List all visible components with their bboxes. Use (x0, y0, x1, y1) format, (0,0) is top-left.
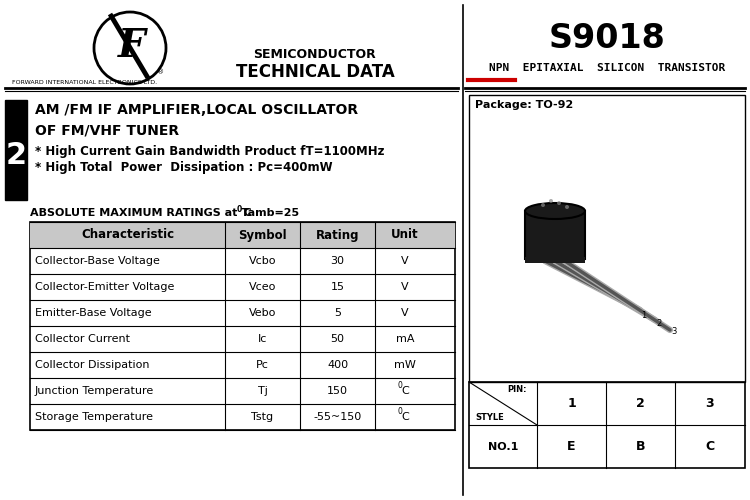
Text: 2: 2 (656, 320, 662, 328)
Text: V: V (401, 256, 409, 266)
Text: SEMICONDUCTOR: SEMICONDUCTOR (254, 48, 376, 62)
Circle shape (541, 203, 545, 207)
Text: Tstg: Tstg (251, 412, 274, 422)
Text: Collector-Base Voltage: Collector-Base Voltage (35, 256, 160, 266)
Text: 5: 5 (334, 308, 341, 318)
Circle shape (549, 199, 553, 203)
Text: 0: 0 (237, 204, 242, 214)
Text: 30: 30 (331, 256, 344, 266)
Text: Vcbo: Vcbo (249, 256, 276, 266)
Text: Collector Dissipation: Collector Dissipation (35, 360, 149, 370)
Text: ABSOLUTE MAXIMUM RATINGS at Tamb=25: ABSOLUTE MAXIMUM RATINGS at Tamb=25 (30, 208, 299, 218)
Text: S9018: S9018 (548, 22, 665, 54)
Text: Tj: Tj (257, 386, 268, 396)
Text: PIN:: PIN: (508, 386, 527, 394)
Text: TECHNICAL DATA: TECHNICAL DATA (236, 63, 394, 81)
Bar (525, 257, 585, 263)
Text: 1: 1 (567, 397, 576, 410)
Text: Symbol: Symbol (238, 228, 286, 241)
Bar (30, 222, 455, 248)
Text: C: C (706, 440, 715, 453)
Text: Emitter-Base Voltage: Emitter-Base Voltage (35, 308, 152, 318)
Text: 3: 3 (671, 328, 676, 336)
Text: C: C (401, 412, 409, 422)
Text: C: C (401, 386, 409, 396)
Bar (30, 222, 455, 430)
Text: 0: 0 (398, 408, 403, 416)
Text: 2: 2 (5, 140, 26, 170)
Text: AM /FM IF AMPLIFIER,LOCAL OSCILLATOR: AM /FM IF AMPLIFIER,LOCAL OSCILLATOR (35, 103, 358, 117)
Text: B: B (636, 440, 645, 453)
Text: 2: 2 (636, 397, 645, 410)
Text: * High Total  Power  Dissipation : Pc=400mW: * High Total Power Dissipation : Pc=400m… (35, 162, 333, 174)
Text: Package: TO-92: Package: TO-92 (475, 100, 573, 110)
Bar (525, 211, 585, 259)
Text: NPN  EPITAXIAL  SILICON  TRANSISTOR: NPN EPITAXIAL SILICON TRANSISTOR (489, 63, 725, 73)
Text: -55~150: -55~150 (314, 412, 362, 422)
Text: 1: 1 (641, 312, 646, 320)
Text: E: E (567, 440, 576, 453)
Text: Characteristic: Characteristic (81, 228, 174, 241)
Bar (469, 95, 745, 382)
Ellipse shape (525, 203, 585, 219)
Text: Unit: Unit (392, 228, 418, 241)
Text: NO.1: NO.1 (488, 442, 518, 452)
Text: V: V (401, 308, 409, 318)
Text: 50: 50 (331, 334, 344, 344)
Text: 0: 0 (398, 382, 403, 390)
Text: Rating: Rating (316, 228, 359, 241)
Text: 15: 15 (331, 282, 344, 292)
Text: 150: 150 (327, 386, 348, 396)
Text: 3: 3 (706, 397, 714, 410)
Text: Vceo: Vceo (249, 282, 276, 292)
Text: STYLE: STYLE (475, 412, 504, 422)
Text: ®: ® (158, 69, 164, 75)
Text: Pc: Pc (256, 360, 269, 370)
Text: * High Current Gain Bandwidth Product fT=1100MHz: * High Current Gain Bandwidth Product fT… (35, 146, 385, 158)
Text: Junction Temperature: Junction Temperature (35, 386, 154, 396)
Text: Ic: Ic (258, 334, 267, 344)
Bar (5, 100, 27, 200)
Text: FORWARD INTERNATIONAL ELECTRONICS LTD.: FORWARD INTERNATIONAL ELECTRONICS LTD. (12, 80, 158, 84)
Text: Storage Temperature: Storage Temperature (35, 412, 153, 422)
Text: 400: 400 (327, 360, 348, 370)
Text: Vebo: Vebo (249, 308, 276, 318)
Text: Collector Current: Collector Current (35, 334, 130, 344)
Circle shape (557, 201, 561, 205)
Text: mA: mA (396, 334, 414, 344)
Text: F: F (118, 27, 146, 65)
Circle shape (565, 205, 569, 209)
Text: OF FM/VHF TUNER: OF FM/VHF TUNER (35, 123, 179, 137)
Text: mW: mW (394, 360, 416, 370)
Text: Collector-Emitter Voltage: Collector-Emitter Voltage (35, 282, 174, 292)
Text: V: V (401, 282, 409, 292)
Text: C: C (243, 208, 250, 218)
Bar (469, 382, 745, 468)
